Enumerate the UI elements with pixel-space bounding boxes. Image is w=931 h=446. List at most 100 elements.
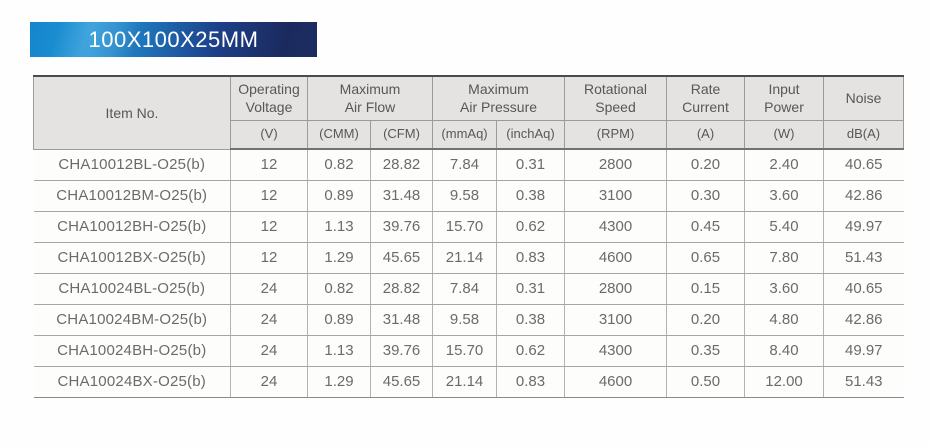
value-cell: 15.70 (432, 335, 498, 367)
unit-inchaq: (inchAq) (496, 119, 566, 150)
unit-cmm: (CMM) (307, 119, 371, 150)
value-cell: 49.97 (823, 335, 904, 367)
table-row: CHA10012BX-O25(b) 12 1.29 45.65 21.14 0.83 460… (33, 242, 904, 274)
value-cell: 4300 (564, 211, 668, 243)
unit-voltage: (V) (230, 119, 308, 150)
value-cell: 4600 (564, 242, 668, 274)
header-line: Input (768, 81, 800, 98)
value-cell: 7.80 (744, 242, 825, 274)
unit-dba: dB(A) (823, 119, 905, 150)
value-cell: 2800 (564, 149, 668, 181)
value-cell: 24 (230, 335, 308, 367)
value-cell: 12 (230, 211, 308, 243)
table-row: CHA10012BH-O25(b) 12 1.13 39.76 15.70 0.62 430… (33, 211, 904, 243)
value-cell: 0.62 (496, 335, 566, 367)
table-row: CHA10012BL-O25(b) 12 0.82 28.82 7.84 0.31 2800… (33, 149, 904, 181)
header-line: Rotational (583, 81, 648, 98)
value-cell: 3.60 (744, 273, 825, 305)
value-cell: 0.31 (496, 149, 566, 181)
header-units-row: (V) (CMM) (CFM) (mmAq) (inchAq) (RPM) (A… (34, 119, 905, 150)
value-cell: 1.29 (307, 366, 371, 398)
value-cell: 0.65 (666, 242, 746, 274)
table-row: CHA10012BM-O25(b) 12 0.89 31.48 9.58 0.38 3100… (33, 180, 904, 212)
value-cell: 3100 (564, 304, 668, 336)
value-cell: 45.65 (370, 242, 434, 274)
value-cell: 0.20 (666, 149, 746, 181)
value-cell: 0.83 (496, 242, 566, 274)
value-cell: 7.84 (432, 273, 498, 305)
value-cell: 12 (230, 180, 308, 212)
col-header-noise: Noise (823, 75, 905, 121)
value-cell: 0.38 (496, 180, 566, 212)
col-header-max-air-flow: Maximum Air Flow (306, 75, 434, 121)
unit-rpm: (RPM) (564, 119, 668, 150)
value-cell: 0.82 (307, 273, 371, 305)
spec-table-body: CHA10012BL-O25(b) 12 0.82 28.82 7.84 0.31 2800… (33, 149, 904, 398)
value-cell: 28.82 (370, 149, 434, 181)
unit-amp: (A) (666, 119, 746, 150)
value-cell: 28.82 (370, 273, 434, 305)
value-cell: 42.86 (823, 180, 904, 212)
header-line: Power (764, 99, 804, 116)
value-cell: 0.89 (307, 304, 371, 336)
value-cell: 9.58 (432, 304, 498, 336)
value-cell: 0.15 (666, 273, 746, 305)
header-line: Maximum (468, 81, 529, 98)
value-cell: 49.97 (823, 211, 904, 243)
value-cell: 24 (230, 304, 308, 336)
value-cell: 31.48 (370, 180, 434, 212)
value-cell: 0.82 (307, 149, 371, 181)
item-no-cell: CHA10012BM-O25(b) (33, 180, 231, 212)
unit-mmaq: (mmAq) (432, 119, 498, 150)
value-cell: 5.40 (744, 211, 825, 243)
value-cell: 24 (230, 366, 308, 398)
size-banner: 100X100X25MM (30, 22, 317, 57)
item-no-cell: CHA10024BX-O25(b) (33, 366, 231, 398)
value-cell: 21.14 (432, 242, 498, 274)
value-cell: 21.14 (432, 366, 498, 398)
value-cell: 9.58 (432, 180, 498, 212)
value-cell: 12 (230, 242, 308, 274)
item-no-cell: CHA10024BH-O25(b) (33, 335, 231, 367)
item-no-cell: CHA10012BH-O25(b) (33, 211, 231, 243)
value-cell: 8.40 (744, 335, 825, 367)
col-header-item-no: Item No. (33, 75, 231, 150)
value-cell: 1.29 (307, 242, 371, 274)
table-row: CHA10024BX-O25(b) 24 1.29 45.65 21.14 0.83 460… (33, 366, 904, 398)
col-header-max-air-pressure: Maximum Air Pressure (432, 75, 566, 121)
value-cell: 12.00 (744, 366, 825, 398)
value-cell: 40.65 (823, 149, 904, 181)
value-cell: 15.70 (432, 211, 498, 243)
value-cell: 39.76 (370, 335, 434, 367)
banner-title: 100X100X25MM (88, 27, 259, 52)
value-cell: 42.86 (823, 304, 904, 336)
value-cell: 1.13 (307, 335, 371, 367)
value-cell: 12 (230, 149, 308, 181)
value-cell: 51.43 (823, 366, 904, 398)
value-cell: 2800 (564, 273, 668, 305)
value-cell: 7.84 (432, 149, 498, 181)
col-header-input-power: Input Power (744, 75, 825, 121)
value-cell: 2.40 (744, 149, 825, 181)
header-line: Rate (690, 81, 721, 98)
item-no-cell: CHA10024BM-O25(b) (33, 304, 231, 336)
table-row: CHA10024BH-O25(b) 24 1.13 39.76 15.70 0.62 430… (33, 335, 904, 367)
header-line: Maximum (339, 81, 401, 98)
value-cell: 0.83 (496, 366, 566, 398)
value-cell: 0.20 (666, 304, 746, 336)
header-line: Air Pressure (460, 99, 538, 116)
header-group-row: Item No. Operating Voltage Maximum Air F… (33, 75, 905, 150)
value-cell: 0.50 (666, 366, 746, 398)
header-line: Speed (595, 99, 636, 116)
value-cell: 4.80 (744, 304, 825, 336)
spec-table: Item No. Operating Voltage Maximum Air F… (33, 75, 905, 398)
unit-watt: (W) (744, 119, 825, 150)
item-no-cell: CHA10012BL-O25(b) (33, 149, 231, 181)
value-cell: 4600 (564, 366, 668, 398)
value-cell: 0.45 (666, 211, 746, 243)
value-cell: 0.30 (666, 180, 746, 212)
value-cell: 51.43 (823, 242, 904, 274)
spec-table-header: Item No. Operating Voltage Maximum Air F… (33, 75, 905, 150)
value-cell: 31.48 (370, 304, 434, 336)
col-header-rotational-speed: Rotational Speed (564, 75, 668, 121)
